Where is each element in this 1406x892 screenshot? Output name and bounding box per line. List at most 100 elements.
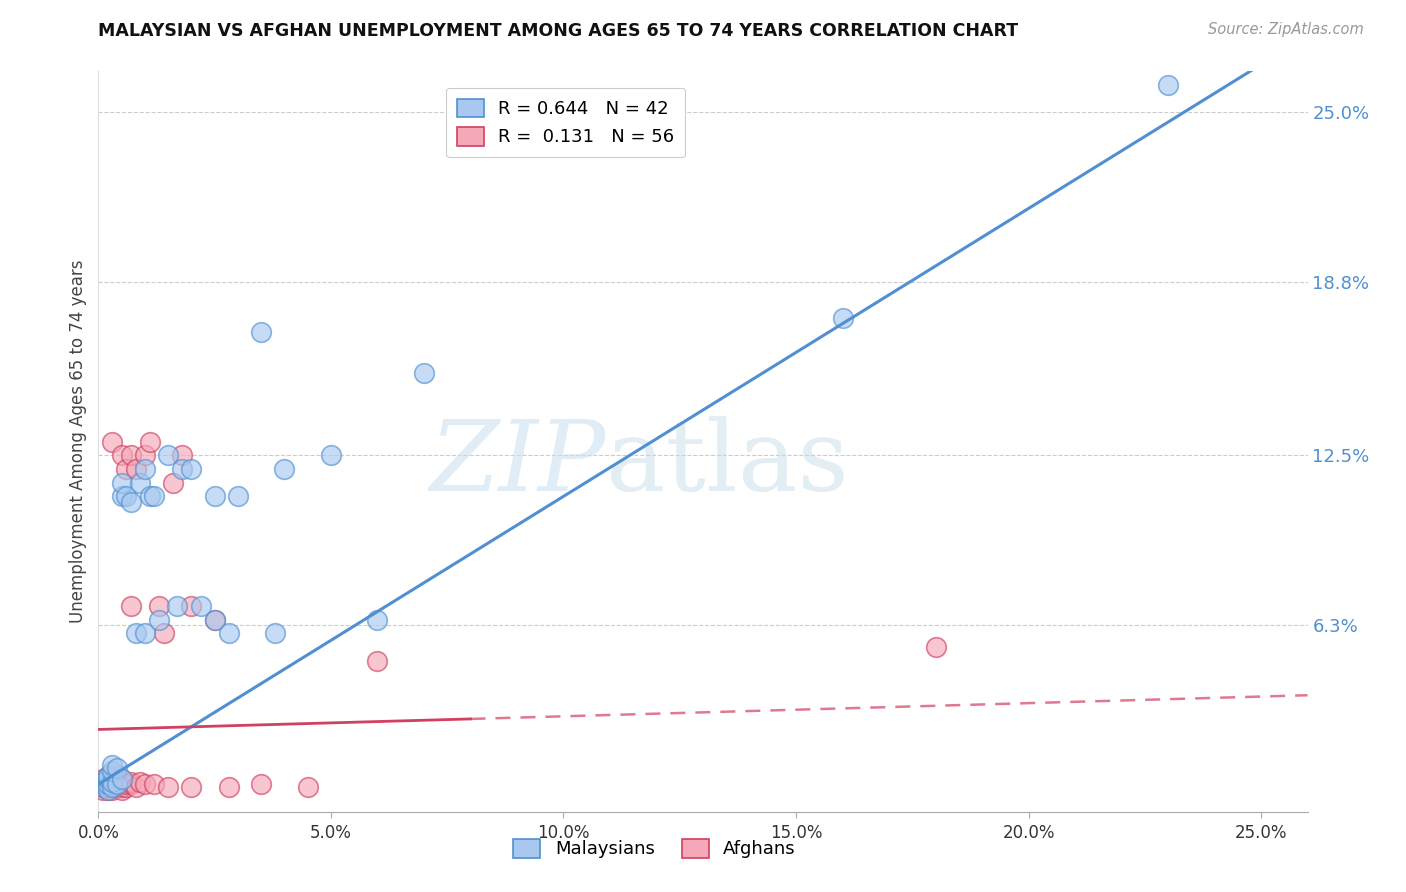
Point — [148, 599, 170, 613]
Point — [105, 769, 128, 783]
Point — [134, 777, 156, 791]
Point — [101, 774, 124, 789]
Point — [97, 777, 120, 791]
Point — [97, 780, 120, 794]
Point — [105, 777, 128, 791]
Point — [143, 489, 166, 503]
Point — [124, 626, 146, 640]
Point — [111, 777, 134, 791]
Point — [105, 780, 128, 794]
Point — [111, 489, 134, 503]
Point — [129, 475, 152, 490]
Point — [97, 772, 120, 786]
Point — [134, 626, 156, 640]
Text: Source: ZipAtlas.com: Source: ZipAtlas.com — [1208, 22, 1364, 37]
Point — [101, 772, 124, 786]
Point — [120, 777, 142, 791]
Point — [319, 448, 342, 462]
Point — [172, 448, 194, 462]
Point — [180, 599, 202, 613]
Point — [218, 780, 240, 794]
Text: MALAYSIAN VS AFGHAN UNEMPLOYMENT AMONG AGES 65 TO 74 YEARS CORRELATION CHART: MALAYSIAN VS AFGHAN UNEMPLOYMENT AMONG A… — [98, 22, 1018, 40]
Point — [138, 489, 160, 503]
Point — [101, 758, 124, 772]
Point — [273, 462, 295, 476]
Point — [138, 434, 160, 449]
Point — [226, 489, 249, 503]
Point — [111, 774, 134, 789]
Point — [143, 777, 166, 791]
Point — [101, 777, 124, 791]
Point — [111, 475, 134, 490]
Point — [97, 769, 120, 783]
Point — [1157, 78, 1180, 92]
Point — [366, 613, 388, 627]
Point — [97, 772, 120, 786]
Point — [172, 462, 194, 476]
Point — [101, 764, 124, 778]
Point — [162, 475, 184, 490]
Point — [101, 774, 124, 789]
Point — [91, 772, 114, 786]
Point — [204, 613, 226, 627]
Point — [134, 462, 156, 476]
Point — [157, 448, 180, 462]
Point — [204, 613, 226, 627]
Point — [111, 780, 134, 794]
Point — [264, 626, 287, 640]
Point — [101, 782, 124, 797]
Point — [105, 772, 128, 786]
Point — [115, 780, 138, 794]
Point — [91, 780, 114, 794]
Text: atlas: atlas — [606, 416, 849, 512]
Legend: Malaysians, Afghans: Malaysians, Afghans — [506, 832, 803, 865]
Point — [124, 780, 146, 794]
Point — [97, 774, 120, 789]
Point — [91, 782, 114, 797]
Point — [120, 495, 142, 509]
Point — [204, 489, 226, 503]
Point — [148, 613, 170, 627]
Point — [115, 462, 138, 476]
Point — [924, 640, 946, 655]
Y-axis label: Unemployment Among Ages 65 to 74 years: Unemployment Among Ages 65 to 74 years — [69, 260, 87, 624]
Point — [111, 782, 134, 797]
Point — [120, 599, 142, 613]
Text: ZIP: ZIP — [430, 416, 606, 511]
Point — [97, 782, 120, 797]
Point — [97, 780, 120, 794]
Point — [101, 434, 124, 449]
Point — [97, 777, 120, 791]
Point — [115, 489, 138, 503]
Point — [152, 626, 174, 640]
Point — [91, 774, 114, 789]
Point — [250, 325, 273, 339]
Point — [180, 780, 202, 794]
Point — [250, 777, 273, 791]
Point — [120, 774, 142, 789]
Point — [129, 774, 152, 789]
Point — [105, 777, 128, 791]
Point — [297, 780, 319, 794]
Point — [180, 462, 202, 476]
Point — [97, 769, 120, 783]
Point — [105, 774, 128, 789]
Point — [111, 448, 134, 462]
Point — [413, 366, 436, 380]
Point — [831, 311, 853, 326]
Point — [190, 599, 212, 613]
Point — [111, 772, 134, 786]
Point — [157, 780, 180, 794]
Point — [218, 626, 240, 640]
Point — [134, 448, 156, 462]
Point — [101, 780, 124, 794]
Point — [111, 772, 134, 786]
Point — [124, 462, 146, 476]
Point — [91, 777, 114, 791]
Point — [97, 782, 120, 797]
Point — [115, 777, 138, 791]
Point — [91, 780, 114, 794]
Point — [101, 780, 124, 794]
Point — [120, 448, 142, 462]
Point — [91, 777, 114, 791]
